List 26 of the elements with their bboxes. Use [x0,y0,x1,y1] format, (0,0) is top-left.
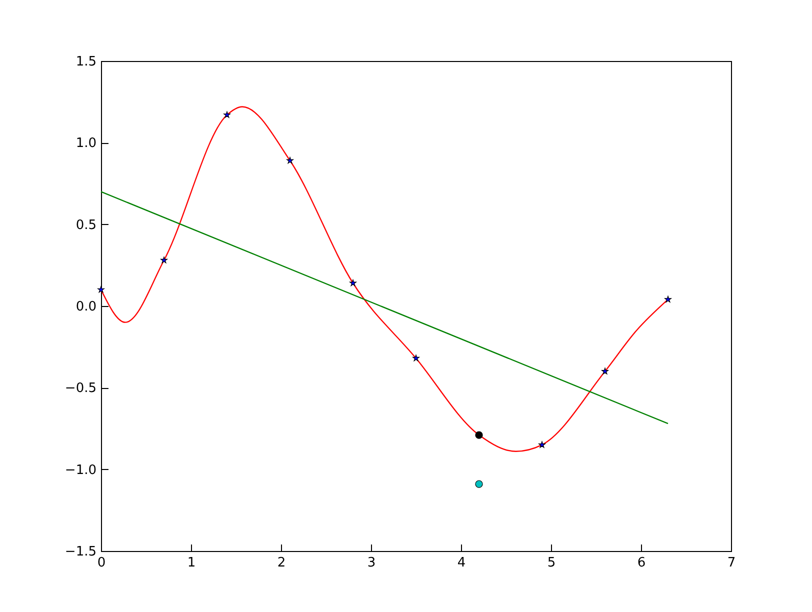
point [412,354,420,362]
x-tick-label: 7 [727,556,736,570]
point [286,156,294,164]
x-tick-label: 6 [637,556,646,570]
point [602,368,608,374]
y-tick-label: 0.0 [76,300,96,314]
y-tick-label: 1.0 [76,136,96,152]
x-tick-label: 2 [277,556,286,570]
point [538,441,546,448]
y-tick-label: 0.5 [76,218,96,233]
point [475,480,483,488]
point [98,286,104,293]
x-tick-label: 1 [187,556,196,570]
x-tick-label: 4 [457,556,466,570]
point [664,296,672,302]
point [350,279,356,286]
y-tick-label: 1.5 [76,54,96,70]
x-tick-label: 5 [547,556,556,570]
x-tick-label: 0 [97,556,106,570]
x-tick-label: 3 [367,556,376,570]
y-tick-label: −1.0 [64,462,96,478]
y-tick-label: −0.5 [64,381,96,396]
y-tick-label: −1.5 [64,544,96,560]
point [224,111,230,118]
point [160,256,168,264]
point [475,431,483,439]
